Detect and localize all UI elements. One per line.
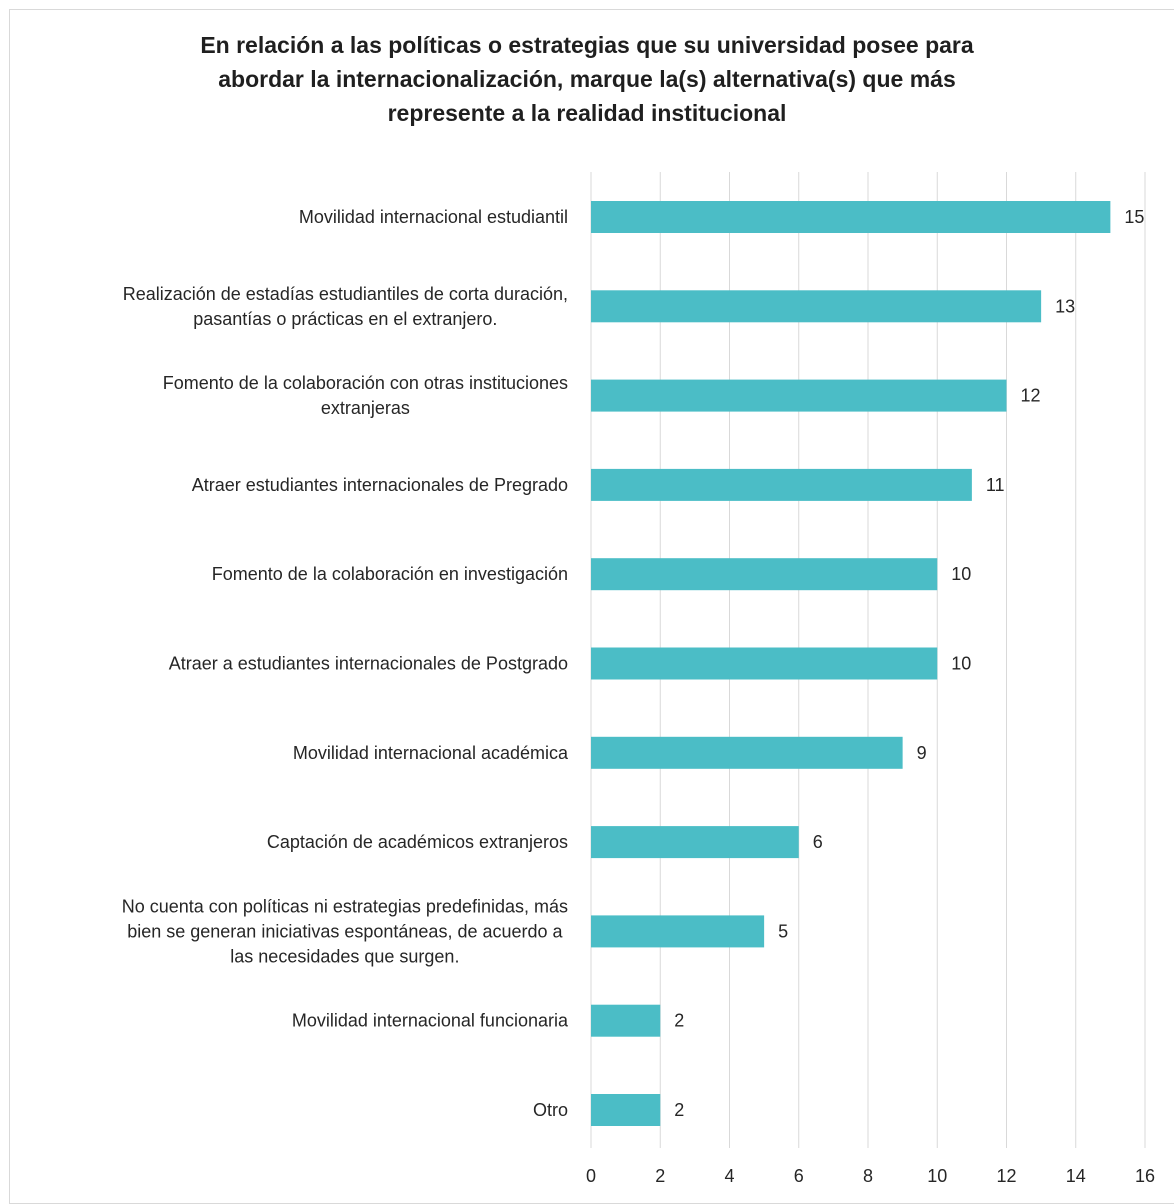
data-label: 10 <box>951 564 971 584</box>
bar <box>591 290 1042 323</box>
bar <box>591 1004 661 1037</box>
bar <box>591 379 1007 412</box>
x-tick-label: 8 <box>863 1166 873 1186</box>
category-label: Fomento de la colaboración con otras ins… <box>163 373 568 393</box>
data-label: 15 <box>1124 207 1144 227</box>
bar <box>591 558 938 591</box>
x-tick-label: 2 <box>655 1166 665 1186</box>
category-label: Fomento de la colaboración en investigac… <box>212 564 568 584</box>
data-label: 5 <box>778 921 788 941</box>
data-label: 11 <box>986 475 1005 495</box>
bar <box>591 826 799 859</box>
data-label: 6 <box>813 832 823 852</box>
x-tick-label: 14 <box>1066 1166 1086 1186</box>
category-label: Atraer estudiantes internacionales de Pr… <box>192 475 568 495</box>
data-label: 2 <box>674 1100 684 1120</box>
category-label: Movilidad internacional funcionaria <box>292 1011 569 1031</box>
category-label: Otro <box>533 1100 568 1120</box>
x-tick-label: 4 <box>724 1166 734 1186</box>
category-label: las necesidades que surgen. <box>230 946 459 966</box>
data-label: 2 <box>674 1011 684 1031</box>
data-label: 13 <box>1055 296 1075 316</box>
bar <box>591 1094 661 1126</box>
category-label: Movilidad internacional académica <box>293 743 569 763</box>
category-label: bien se generan iniciativas espontáneas,… <box>127 921 563 941</box>
category-label: No cuenta con políticas ni estrategias p… <box>122 896 568 916</box>
category-label: Atraer a estudiantes internacionales de … <box>169 654 568 674</box>
category-label: pasantías o prácticas en el extranjero. <box>193 309 497 329</box>
category-label: Captación de académicos extranjeros <box>267 832 568 852</box>
chart-title-line: represente a la realidad institucional <box>387 100 787 126</box>
category-label: Realización de estadías estudiantiles de… <box>123 284 568 304</box>
bar <box>591 468 972 501</box>
bar <box>591 736 903 769</box>
chart-title: En relación a las políticas o estrategia… <box>0 28 1174 130</box>
chart-title-line: En relación a las políticas o estrategia… <box>200 32 974 58</box>
bar <box>591 201 1111 233</box>
x-tick-label: 10 <box>927 1166 947 1186</box>
x-tick-label: 12 <box>996 1166 1016 1186</box>
x-tick-label: 16 <box>1135 1166 1155 1186</box>
chart-title-line: abordar la internacionalización, marque … <box>218 66 956 92</box>
data-label: 10 <box>951 654 971 674</box>
data-label: 12 <box>1021 386 1041 406</box>
bar <box>591 915 765 948</box>
x-tick-label: 6 <box>794 1166 804 1186</box>
x-tick-label: 0 <box>586 1166 596 1186</box>
category-label: Movilidad internacional estudiantil <box>299 207 568 227</box>
data-label: 9 <box>917 743 927 763</box>
bar <box>591 647 938 680</box>
category-label: extranjeras <box>321 398 410 418</box>
